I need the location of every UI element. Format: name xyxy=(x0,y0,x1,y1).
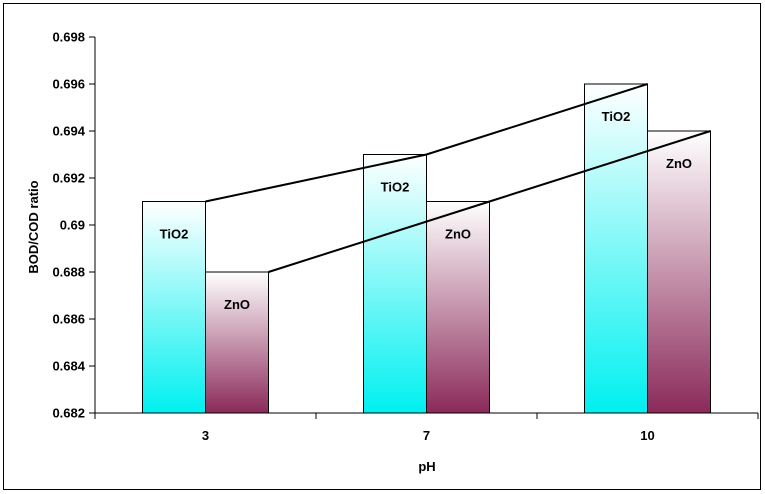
bar-tio2-7 xyxy=(363,154,427,414)
bar-label-tio2: TiO2 xyxy=(160,227,189,242)
bar-label-zno: ZnO xyxy=(224,297,250,312)
x-tick-label: 7 xyxy=(423,428,430,443)
y-tick-label: 0.684 xyxy=(52,359,85,374)
y-tick-label: 0.686 xyxy=(52,312,85,327)
y-axis-title: BOD/COD ratio xyxy=(26,180,41,273)
bar-tio2-10 xyxy=(584,83,648,414)
bar-label-zno: ZnO xyxy=(445,227,471,242)
x-tick-label: 3 xyxy=(202,428,209,443)
trend-line-zno xyxy=(268,130,711,273)
y-tick-label: 0.696 xyxy=(52,77,85,92)
x-axis-title: pH xyxy=(418,459,435,474)
bar-zno-3 xyxy=(205,271,269,414)
trend-line-tio2 xyxy=(205,83,648,203)
y-tick-label: 0.692 xyxy=(52,171,85,186)
bar-label-tio2: TiO2 xyxy=(381,180,410,195)
y-tick-label: 0.682 xyxy=(52,406,85,421)
x-tick-label: 10 xyxy=(640,428,654,443)
bar-zno-10 xyxy=(647,130,711,414)
y-tick-label: 0.688 xyxy=(52,265,85,280)
bar-zno-7 xyxy=(426,201,490,414)
y-tick-label: 0.69 xyxy=(60,218,85,233)
y-tick-label: 0.694 xyxy=(52,124,85,139)
y-tick-label: 0.698 xyxy=(52,30,85,45)
bar-label-tio2: TiO2 xyxy=(602,109,631,124)
bar-label-zno: ZnO xyxy=(666,156,692,171)
